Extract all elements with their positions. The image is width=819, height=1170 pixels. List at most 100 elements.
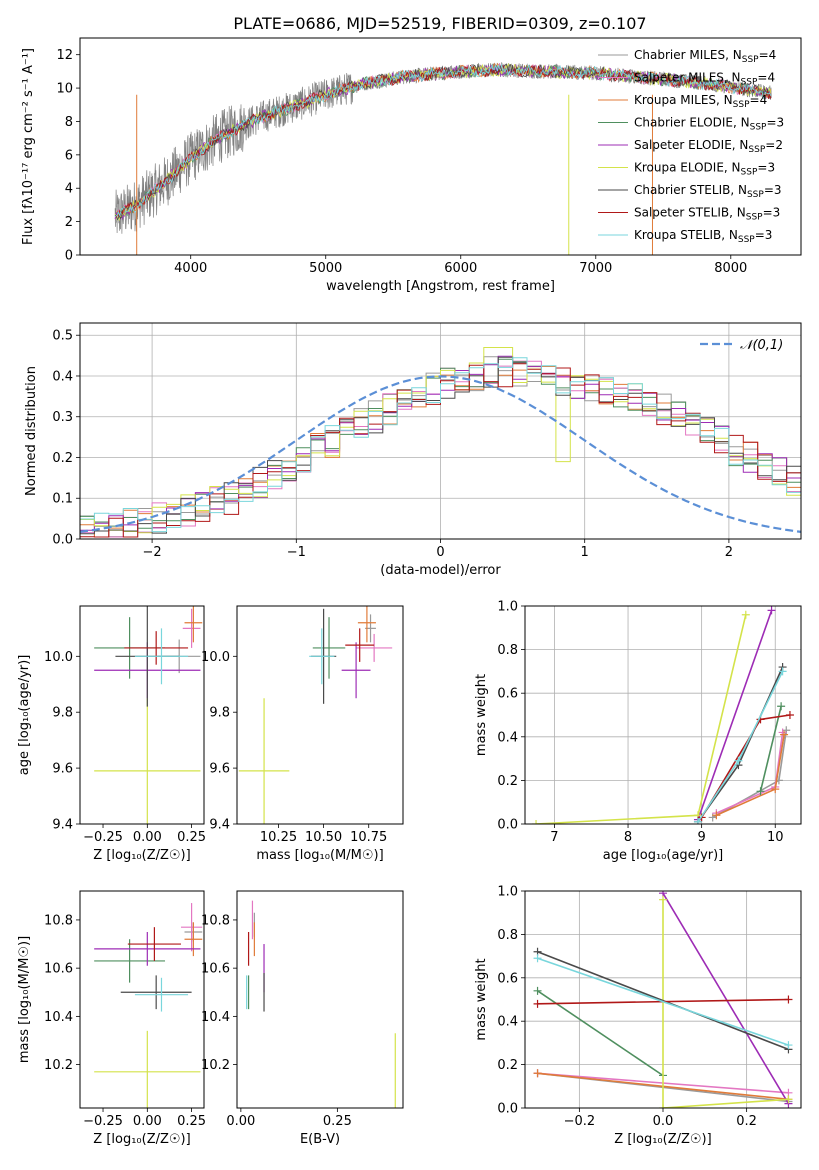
y-tick-label: 10.2 <box>44 1058 73 1073</box>
weight-marker <box>784 1041 793 1050</box>
axes-2: −0.25 0.00 0.25 9.4 9.6 9.8 10.0 Z [log₁₀(Z/Z☉)… <box>17 605 206 863</box>
y-tick-label: 10.6 <box>44 962 73 977</box>
y-axis-label: Normed distribution <box>24 366 39 496</box>
x-tick-label: 4000 <box>174 261 207 276</box>
y-tick-label: 10.8 <box>44 913 73 928</box>
y-tick-label: 9.6 <box>209 762 230 777</box>
y-tick-label: 0.2 <box>497 1058 518 1073</box>
x-tick-label: 0.25 <box>177 830 206 845</box>
y-tick-label: 2 <box>65 215 73 230</box>
weight-marker <box>659 1104 667 1108</box>
x-tick-label: 0.00 <box>133 1114 162 1129</box>
y-tick-label: 4 <box>65 182 73 197</box>
y-tick-label: 10.6 <box>201 962 230 977</box>
x-tick-label: 0.2 <box>736 1114 757 1129</box>
weight-marker <box>778 667 787 676</box>
axes-0: 4000 5000 6000 7000 8000 0 2 4 6 8 10 12 wavelength … <box>21 37 802 294</box>
y-tick-label: 0.4 <box>52 369 73 384</box>
weight-marker <box>784 995 793 1004</box>
x-tick-label: 0.25 <box>177 1114 206 1129</box>
legend-label: Salpeter ELODIE, NSSP=2 <box>634 138 783 155</box>
legend-eq: =4 <box>757 71 775 85</box>
legend-sub: SSP <box>750 123 767 133</box>
x-axis-label: mass [log₁₀(M/M☉)] <box>256 848 383 863</box>
y-tick-label: 10.2 <box>201 1058 230 1073</box>
legend-label: Salpeter STELIB, NSSP=3 <box>634 206 780 223</box>
x-axis-label: Z [log₁₀(Z/Z☉)] <box>614 1132 711 1147</box>
x-axis-label: Z [log₁₀(Z/Z☉)] <box>93 1132 190 1147</box>
y-tick-label: 0.4 <box>497 730 518 745</box>
x-tick-label: −0.2 <box>564 1114 596 1129</box>
x-tick-label: 1 <box>581 545 589 560</box>
y-tick-label: 0.0 <box>52 533 73 548</box>
legend-sub: SSP <box>748 145 765 155</box>
model-line <box>114 64 772 219</box>
legend-sub: SSP <box>733 100 750 110</box>
model-line <box>114 64 772 221</box>
gaussian-curve <box>80 375 801 533</box>
legend-eq: =2 <box>765 138 783 152</box>
weight-line <box>759 706 782 792</box>
y-tick-label: 10 <box>56 82 73 97</box>
x-tick-label: 0.25 <box>323 1114 352 1129</box>
x-tick-label: 10 <box>767 830 784 845</box>
axes-frame <box>524 605 802 825</box>
y-axis-label: age [log₁₀(age/yr)] <box>17 655 32 776</box>
axes-frame <box>524 890 802 1109</box>
weight-marker <box>533 999 542 1008</box>
model-line <box>114 63 772 218</box>
weight-marker <box>756 787 765 796</box>
legend-eq: =3 <box>764 183 782 197</box>
axes-6: 0.00 0.25 10.2 10.4 10.6 10.8 E(B-V) <box>201 890 404 1147</box>
axes-1: −2 −1 0 1 2 0.0 0.1 0.2 0.3 0.4 0.5 (data-model)/er… <box>24 322 802 578</box>
y-tick-label: 10.0 <box>44 650 73 665</box>
x-tick-label: 10.75 <box>350 830 387 845</box>
y-tick-label: 0.0 <box>497 818 518 833</box>
legend-eq: =4 <box>759 48 777 62</box>
y-tick-label: 1.0 <box>497 600 518 615</box>
axes-7: −0.2 0.0 0.2 0.0 0.2 0.4 0.6 0.8 1.0 Z [log₁₀(Z/Z… <box>474 885 802 1147</box>
y-axis-label: mass weight <box>474 958 489 1040</box>
y-tick-label: 0.6 <box>497 687 518 702</box>
weight-line <box>662 899 789 1108</box>
weight-marker <box>780 730 789 739</box>
weight-line <box>535 614 747 824</box>
x-axis-label: (data-model)/error <box>380 563 501 578</box>
legend-sub: SSP <box>747 190 764 200</box>
x-tick-label: 0 <box>436 545 444 560</box>
x-tick-label: 5000 <box>309 261 342 276</box>
legend-label: 𝒩(0,1) <box>740 338 783 353</box>
x-tick-label: −0.25 <box>83 830 123 845</box>
weight-marker <box>708 813 717 822</box>
legend-eq: =3 <box>766 116 784 130</box>
y-tick-label: 9.8 <box>209 706 230 721</box>
y-tick-label: 10.4 <box>44 1010 73 1025</box>
axes-frame <box>79 37 802 256</box>
legend-sub: SSP <box>741 168 758 178</box>
legend: Chabrier MILES, NSSP=4 Salpeter MILES, NS… <box>598 48 784 245</box>
axes-5: −0.25 0.00 0.25 10.2 10.4 10.6 10.8 Z [log₁₀(Z/… <box>17 890 206 1147</box>
axes-4: 7 8 9 10 0.0 0.2 0.4 0.6 0.8 1.0 age [log₁₀(age/yr… <box>474 600 802 863</box>
weight-marker <box>767 606 776 615</box>
y-tick-label: 9.4 <box>52 818 73 833</box>
x-tick-label: 9 <box>697 830 705 845</box>
x-tick-label: 7000 <box>579 261 612 276</box>
y-axis-label: mass [log₁₀(M/M☉)] <box>17 936 32 1063</box>
y-tick-label: 10.8 <box>201 913 230 928</box>
x-tick-label: 2 <box>725 545 733 560</box>
y-tick-label: 0 <box>65 249 73 264</box>
y-tick-label: 6 <box>65 148 73 163</box>
axes-frame <box>79 605 205 825</box>
y-tick-label: 0.3 <box>52 410 73 425</box>
y-tick-label: 1.0 <box>497 885 518 900</box>
weight-marker <box>785 711 794 719</box>
y-tick-label: 10.0 <box>201 650 230 665</box>
legend-label: Chabrier MILES, NSSP=4 <box>634 48 776 65</box>
y-axis-label: mass weight <box>474 674 489 756</box>
legend-eq: =4 <box>750 93 768 107</box>
weight-marker <box>532 820 541 824</box>
x-axis-label: E(B-V) <box>300 1132 340 1147</box>
x-tick-label: 0.00 <box>226 1114 255 1129</box>
axes-frame <box>236 890 404 1109</box>
